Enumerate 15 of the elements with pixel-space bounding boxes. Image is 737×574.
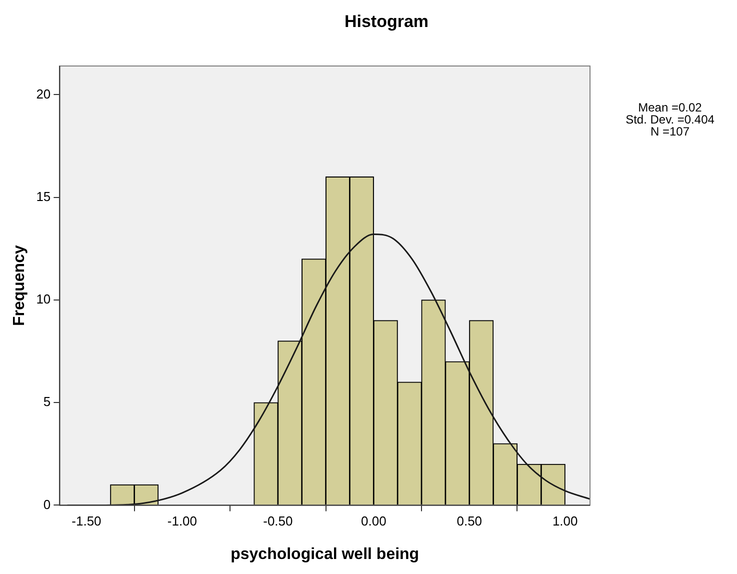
x-tick-label: -1.50 bbox=[72, 514, 102, 529]
x-tick-label: 0.50 bbox=[456, 514, 482, 529]
y-tick-label: 20 bbox=[36, 86, 51, 102]
y-tick-label: 10 bbox=[36, 292, 51, 307]
x-tick-label: 1.00 bbox=[552, 514, 578, 529]
x-tick-label: 0.00 bbox=[360, 514, 386, 529]
y-tick-label: 5 bbox=[43, 394, 51, 410]
y-axis-title: Frequency bbox=[11, 245, 28, 326]
y-tick-label: 0 bbox=[43, 496, 51, 512]
x-axis-title: psychological well being bbox=[230, 546, 420, 563]
x-tick-label: -1.00 bbox=[167, 514, 198, 529]
text: Mean =0.02 Std. Dev. =0.404 N =107 bbox=[626, 100, 715, 138]
chart-title: Histogram bbox=[344, 12, 429, 32]
x-tick-label: -0.50 bbox=[263, 514, 293, 529]
y-tick-label: 15 bbox=[36, 188, 51, 204]
